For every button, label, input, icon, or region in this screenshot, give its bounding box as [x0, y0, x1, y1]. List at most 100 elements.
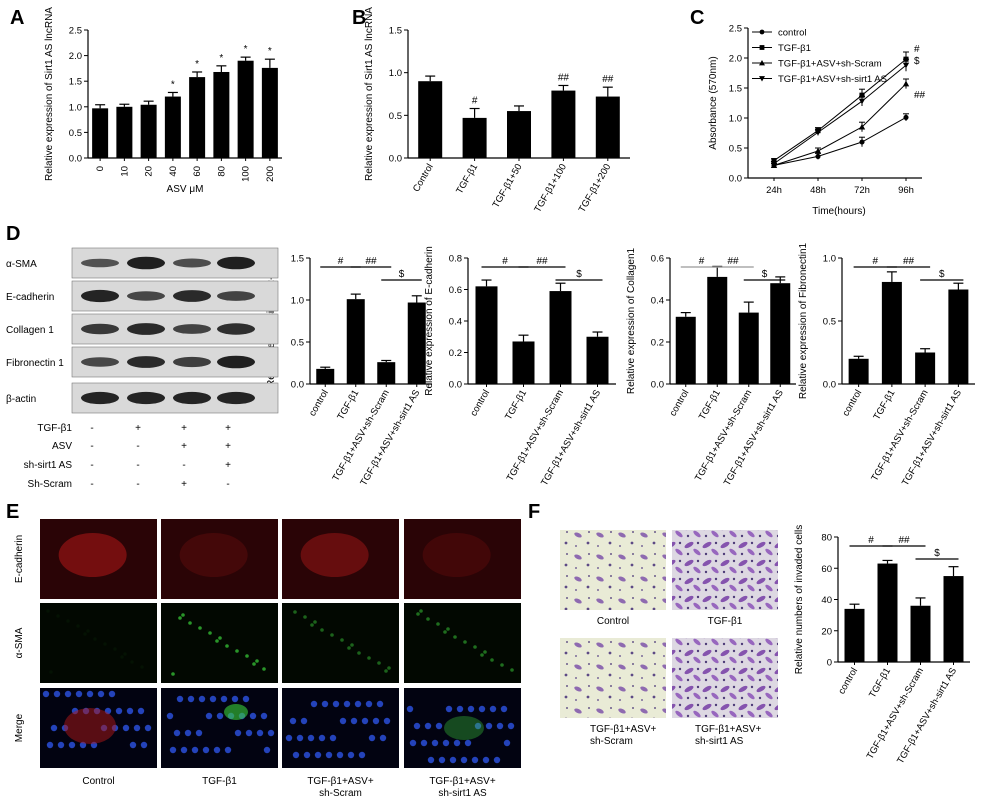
x-tick-label: control — [836, 666, 860, 696]
protein-band — [81, 323, 119, 335]
nucleus — [482, 756, 490, 764]
significance-mark: $ — [576, 269, 582, 280]
sma-signal — [443, 630, 447, 634]
bar — [675, 316, 696, 384]
marker-square — [859, 92, 865, 98]
nucleus — [438, 756, 446, 764]
merge-green — [224, 704, 248, 720]
nucleus — [379, 734, 387, 742]
y-tick-label: 0.0 — [69, 154, 82, 165]
sma-signal — [384, 669, 388, 673]
nucleus — [449, 756, 457, 764]
marker-triangle-up — [814, 147, 822, 154]
sma-signal — [178, 616, 182, 620]
bar — [910, 605, 931, 662]
sma-signal — [419, 609, 423, 613]
significance-mark: # — [868, 535, 874, 546]
protein-band — [127, 356, 165, 368]
nucleus — [263, 746, 271, 754]
significance-mark: # — [472, 96, 478, 107]
bar — [116, 106, 133, 158]
bar — [346, 299, 365, 384]
marker-square — [759, 45, 765, 50]
treatment-label: TGF-β1 — [37, 423, 72, 434]
immuno-col-label: Control — [82, 776, 114, 787]
nucleus — [303, 751, 311, 759]
sma-signal — [46, 609, 50, 613]
significance-mark: $ — [939, 269, 945, 280]
x-tick-label: TGF-β1+100 — [532, 162, 569, 215]
nucleus — [361, 717, 369, 725]
y-tick-label: 60 — [821, 564, 832, 575]
sma-signal — [49, 670, 53, 674]
nucleus — [456, 705, 464, 713]
blot-band-label: Collagen 1 — [6, 325, 54, 336]
transwell-image — [560, 530, 666, 610]
sma-signal — [303, 615, 307, 619]
significance-mark: # — [699, 256, 705, 267]
nucleus — [68, 741, 76, 749]
nucleus — [365, 700, 373, 708]
nucleus — [442, 739, 450, 747]
protein-band — [127, 291, 165, 301]
nucleus — [187, 695, 195, 703]
treatment-sign: + — [181, 441, 187, 452]
nucleus — [496, 722, 504, 730]
y-tick-label: 0.0 — [651, 380, 664, 391]
panel-label-d: D — [6, 223, 20, 245]
nucleus — [173, 729, 181, 737]
sma-signal — [208, 631, 212, 635]
significance-mark: * — [219, 53, 223, 64]
y-tick-label: 0.5 — [729, 144, 742, 155]
legend-label: TGF-β1+ASV+sh-sirt1 AS — [778, 74, 887, 85]
nucleus — [376, 700, 384, 708]
bar — [948, 289, 969, 384]
x-tick-label: TGF-β1+ASV+sh-Scram — [330, 388, 391, 483]
nucleus — [464, 739, 472, 747]
nucleus — [245, 729, 253, 737]
significance-mark: $ — [914, 56, 920, 67]
nucleus — [289, 717, 297, 725]
x-tick-label: control — [307, 388, 331, 418]
sma-signal — [357, 651, 361, 655]
significance-mark: ## — [365, 256, 377, 267]
sma-signal — [245, 654, 249, 658]
sma-signal — [483, 650, 487, 654]
y-axis-label: Relative expression of Fibronectin1 — [798, 242, 809, 399]
nucleus — [292, 751, 300, 759]
sma-signal — [436, 622, 440, 626]
sma-signal — [255, 659, 259, 663]
x-axis-label: Time(hours) — [812, 206, 866, 217]
immuno-col-label: sh-Scram — [319, 788, 362, 799]
x-tick-label: control — [668, 388, 692, 418]
sma-signal — [350, 643, 354, 647]
y-axis-label: Relative expression of Collagen1 — [626, 247, 637, 394]
bar — [92, 108, 109, 158]
transwell-label: Control — [597, 616, 629, 627]
treatment-sign: + — [181, 423, 187, 434]
sma-signal — [510, 668, 514, 672]
merge-green — [444, 716, 484, 740]
y-tick-label: 0.0 — [729, 174, 742, 185]
nucleus — [133, 724, 141, 732]
nucleus — [205, 712, 213, 720]
sma-signal — [188, 621, 192, 625]
transwell-image — [672, 638, 778, 718]
treatment-sign: - — [90, 441, 93, 452]
y-tick-label: 0.6 — [449, 285, 462, 296]
nucleus — [202, 746, 210, 754]
treatment-sign: + — [225, 441, 231, 452]
nucleus — [126, 707, 134, 715]
blot-band-label: Fibronectin 1 — [6, 358, 64, 369]
significance-mark: ## — [536, 256, 548, 267]
nucleus — [249, 712, 257, 720]
y-tick-label: 1.5 — [389, 26, 402, 37]
nucleus — [140, 741, 148, 749]
sma-signal — [140, 665, 144, 669]
transwell-images: Control TGF-β1TGF-β1+ASV+sh-ScramTGF-β1+A… — [560, 530, 778, 747]
nucleus — [122, 724, 130, 732]
protein-band — [127, 323, 165, 335]
nucleus — [220, 695, 228, 703]
